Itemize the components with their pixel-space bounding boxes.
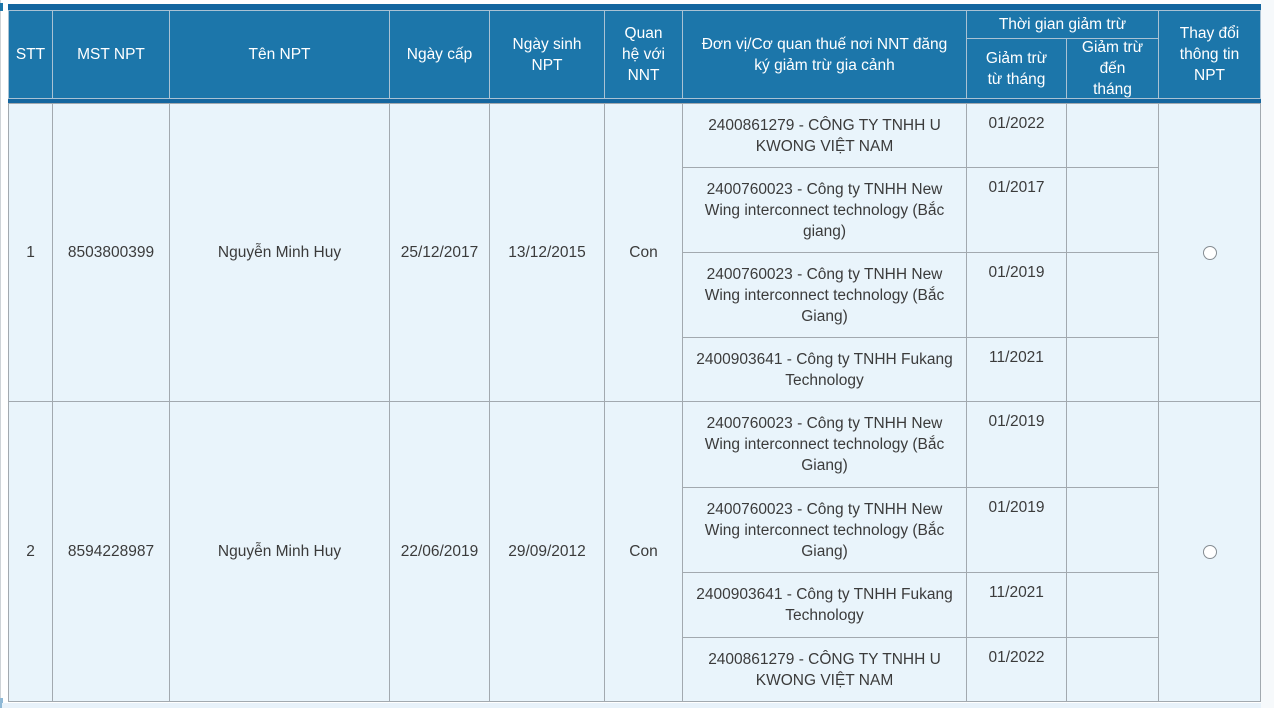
row2-deduction3-from-month: 11/2021 xyxy=(967,573,1067,638)
header-cell-ten-npt: Tên NPT xyxy=(170,10,390,99)
row1-deduction2-to-month xyxy=(1067,168,1159,253)
header-cell-giam-tru-tu-thang: Giảm trừ từ tháng xyxy=(967,39,1067,99)
row2-deduction1-to-month xyxy=(1067,402,1159,488)
page-left-edge xyxy=(0,0,1,708)
header-cell-thoi-gian-giam-tru: Thời gian giảm trừ xyxy=(967,10,1159,39)
row1-deduction1-unit: 2400861279 - CÔNG TY TNHH U KWONG VIỆT N… xyxy=(683,103,967,168)
clipped-element-bottom-left xyxy=(0,698,3,708)
header-cell-quan-he: Quan hệ với NNT xyxy=(605,10,683,99)
row1-deduction4-unit: 2400903641 - Công ty TNHH Fukang Technol… xyxy=(683,338,967,402)
row1-deduction2-unit: 2400760023 - Công ty TNHH New Wing inter… xyxy=(683,168,967,253)
row1-deduction3-from-month: 01/2019 xyxy=(967,253,1067,338)
page-right-margin xyxy=(1261,0,1274,708)
row2-stt: 2 xyxy=(8,402,53,702)
row1-deduction4-to-month xyxy=(1067,338,1159,402)
row2-ngay-sinh: 29/09/2012 xyxy=(490,402,605,702)
row1-deduction1-to-month xyxy=(1067,103,1159,168)
header-cell-thay-doi-npt: Thay đổi thông tin NPT xyxy=(1159,10,1261,99)
row2-deduction4-to-month xyxy=(1067,638,1159,702)
row1-deduction3-to-month xyxy=(1067,253,1159,338)
row2-deduction1-from-month: 01/2019 xyxy=(967,402,1067,488)
row2-ngay-cap: 22/06/2019 xyxy=(390,402,490,702)
row2-deduction2-unit: 2400760023 - Công ty TNHH New Wing inter… xyxy=(683,488,967,573)
row2-deduction4-from-month: 01/2022 xyxy=(967,638,1067,702)
dependents-table: STT MST NPT Tên NPT Ngày cấp Ngày sinh N… xyxy=(8,4,1261,702)
row2-change-info-cell xyxy=(1159,402,1261,702)
row1-deduction2-from-month: 01/2017 xyxy=(967,168,1067,253)
row2-deduction3-to-month xyxy=(1067,573,1159,638)
header-cell-don-vi: Đơn vị/Cơ quan thuế nơi NNT đăng ký giảm… xyxy=(683,10,967,99)
row1-ten-npt: Nguyễn Minh Huy xyxy=(170,103,390,402)
row1-quan-he: Con xyxy=(605,103,683,402)
row1-mst-npt: 8503800399 xyxy=(53,103,170,402)
header-cell-ngay-sinh-npt: Ngày sinh NPT xyxy=(490,10,605,99)
row1-deduction4-from-month: 11/2021 xyxy=(967,338,1067,402)
clipped-element-top-left xyxy=(0,3,3,11)
row1-change-info-cell xyxy=(1159,103,1261,402)
row2-deduction3-unit: 2400903641 - Công ty TNHH Fukang Technol… xyxy=(683,573,967,638)
row1-deduction1-from-month: 01/2022 xyxy=(967,103,1067,168)
row2-ten-npt: Nguyễn Minh Huy xyxy=(170,402,390,702)
row2-mst-npt: 8594228987 xyxy=(53,402,170,702)
row1-stt: 1 xyxy=(8,103,53,402)
row1-ngay-cap: 25/12/2017 xyxy=(390,103,490,402)
row2-change-info-radio[interactable] xyxy=(1202,544,1217,559)
row2-deduction2-to-month xyxy=(1067,488,1159,573)
row2-deduction2-from-month: 01/2019 xyxy=(967,488,1067,573)
row1-deduction3-unit: 2400760023 - Công ty TNHH New Wing inter… xyxy=(683,253,967,338)
row2-quan-he: Con xyxy=(605,402,683,702)
row1-change-info-radio[interactable] xyxy=(1202,245,1217,260)
row2-deduction1-unit: 2400760023 - Công ty TNHH New Wing inter… xyxy=(683,402,967,488)
page-bottom-margin xyxy=(2,703,1261,708)
header-cell-mst-npt: MST NPT xyxy=(53,10,170,99)
header-cell-ngay-cap: Ngày cấp xyxy=(390,10,490,99)
row1-ngay-sinh: 13/12/2015 xyxy=(490,103,605,402)
row2-deduction4-unit: 2400861279 - CÔNG TY TNHH U KWONG VIỆT N… xyxy=(683,638,967,702)
header-cell-stt: STT xyxy=(8,10,53,99)
header-cell-giam-tru-den-thang: Giảm trừ đến tháng xyxy=(1067,39,1159,99)
